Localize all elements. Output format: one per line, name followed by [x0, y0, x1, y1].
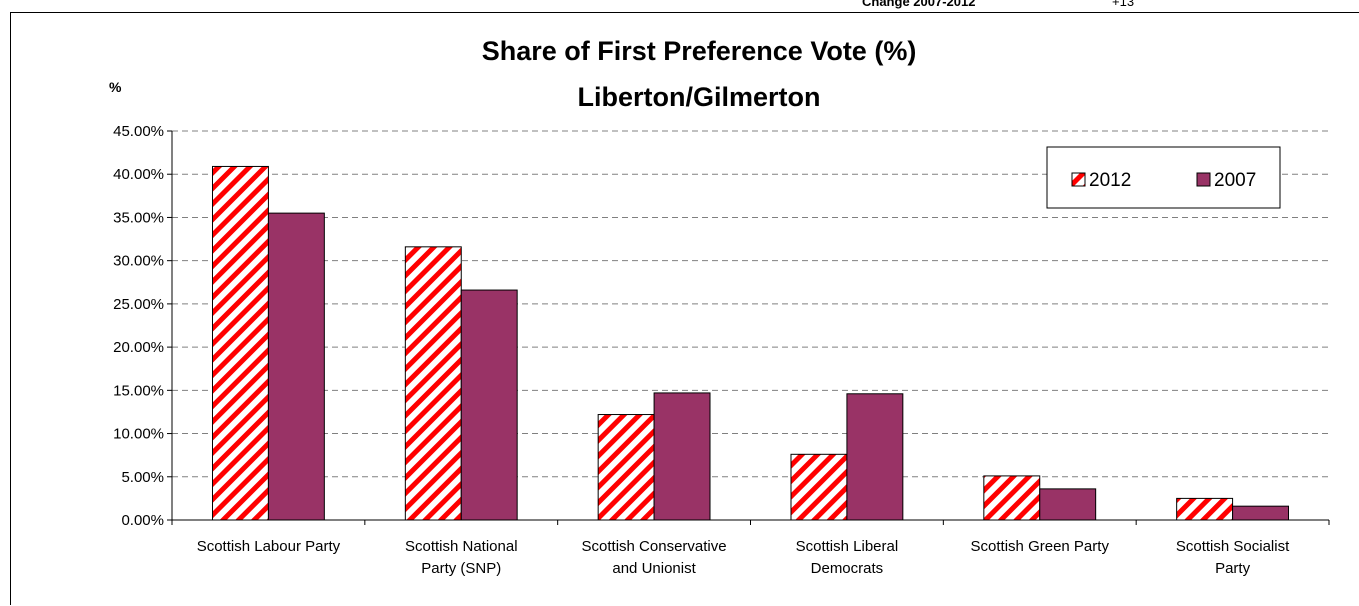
x-category-label: and Unionist [612, 560, 696, 577]
legend-box [1046, 146, 1281, 209]
header-change-value: +13 [1112, 0, 1135, 9]
y-tick-label: 25.00% [113, 296, 164, 313]
bar-2012 [597, 414, 655, 521]
y-tick-label: 5.00% [121, 469, 164, 486]
bar-2012 [404, 246, 462, 521]
x-category-label: Scottish National [405, 538, 518, 555]
x-category-label: Democrats [811, 560, 884, 577]
y-tick-label: 15.00% [113, 382, 164, 399]
axes [171, 131, 1330, 525]
y-tick-label: 30.00% [113, 253, 164, 270]
x-category-label: Scottish Socialist [1176, 538, 1290, 555]
y-tick-label: 20.00% [113, 339, 164, 356]
y-unit-label: % [109, 79, 122, 95]
bar-2012 [211, 165, 269, 521]
x-category-label: Scottish Conservative [582, 538, 727, 555]
chart-title: Share of First Preference Vote (%) [482, 36, 917, 66]
chart-subtitle: Liberton/Gilmerton [578, 82, 821, 112]
legend-swatch-2007 [1196, 172, 1211, 187]
bar-2007 [1039, 488, 1097, 521]
bar-2007 [1232, 505, 1290, 521]
bar-2012 [983, 475, 1041, 521]
legend-swatch-2012 [1071, 172, 1086, 187]
legend-label-2012: 2012 [1089, 170, 1131, 191]
x-axis-labels: Scottish Labour Party Scottish National Pa… [197, 538, 1290, 577]
x-category-label: Scottish Liberal [796, 538, 899, 555]
header-change-label: Change 2007-2012 [862, 0, 976, 9]
legend: 2012 2007 [1046, 146, 1281, 209]
chart-frame: 0.00% 5.00% 10.00% 15.00% 20.00% 25.00% 30.00%… [10, 12, 1359, 605]
x-category-label: Scottish Green Party [971, 538, 1110, 555]
y-tick-label: 0.00% [121, 512, 164, 529]
bar-2012 [1176, 497, 1234, 521]
bar-2012 [790, 453, 848, 521]
bars [211, 165, 1290, 521]
y-tick-label: 35.00% [113, 209, 164, 226]
x-category-label: Party (SNP) [421, 560, 501, 577]
bar-2007 [846, 393, 904, 521]
y-axis-ticks: 0.00% 5.00% 10.00% 15.00% 20.00% 25.00% 30.00%… [113, 123, 172, 529]
y-tick-label: 40.00% [113, 166, 164, 183]
bar-2007 [460, 289, 518, 521]
bar-chart: 0.00% 5.00% 10.00% 15.00% 20.00% 25.00% 30.00%… [109, 36, 1330, 577]
bar-2007 [653, 392, 711, 521]
clipped-header-strip: Change 2007-2012 +13 [0, 0, 1359, 12]
x-category-label: Scottish Labour Party [197, 538, 341, 555]
bar-2007 [267, 212, 325, 521]
legend-label-2007: 2007 [1214, 170, 1256, 191]
x-category-label: Party [1215, 560, 1251, 577]
y-tick-label: 45.00% [113, 123, 164, 140]
y-tick-label: 10.00% [113, 426, 164, 443]
